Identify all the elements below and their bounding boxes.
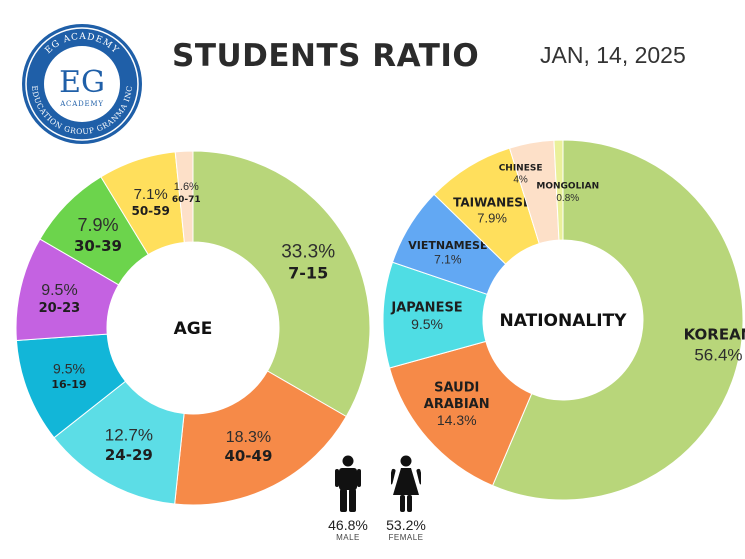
slice-pct-16-19: 9.5%: [53, 361, 85, 377]
slice-label-16-19: 16-19: [51, 378, 86, 391]
slice-label-taiwanese: TAIWANESE: [453, 195, 531, 209]
logo-initials: EG: [59, 65, 105, 100]
slice-pct-mongolian: 0.8%: [556, 193, 579, 204]
male-group: 46.8% MALE: [318, 455, 378, 542]
page-title: STUDENTS RATIO: [172, 38, 480, 74]
slice-label-chinese: CHINESE: [499, 164, 543, 174]
slice-label-saudi-arabian-0: SAUDI: [434, 381, 479, 396]
female-icon: [388, 455, 424, 512]
slice-label-40-49: 40-49: [224, 447, 272, 465]
male-label: MALE: [336, 533, 360, 542]
slice-pct-korean: 56.4%: [694, 345, 742, 364]
slice-label-20-23: 20-23: [39, 301, 81, 316]
slice-pct-saudi-arabian: 14.3%: [437, 412, 477, 428]
gender-ratio: 46.8% MALE 53.2% FEMALE: [318, 455, 438, 559]
slice-label-24-29: 24-29: [105, 446, 153, 464]
slice-pct-50-59: 7.1%: [134, 186, 168, 203]
slice-40-49: [174, 370, 347, 506]
slice-pct-40-49: 18.3%: [226, 429, 271, 446]
slice-label-50-59: 50-59: [131, 204, 169, 218]
report-date: JAN, 14, 2025: [540, 42, 686, 68]
female-label: FEMALE: [388, 533, 424, 542]
slice-label-japanese: JAPANESE: [390, 301, 462, 316]
slice-pct-30-39: 7.9%: [77, 215, 118, 235]
slice-pct-20-23: 9.5%: [41, 282, 77, 299]
age-donut-chart: 33.3%7-1518.3%40-4912.7%24-299.5%16-199.…: [15, 150, 371, 506]
slice-pct-taiwanese: 7.9%: [477, 210, 507, 225]
slice-korean: [491, 139, 744, 501]
age-chart-title: AGE: [174, 319, 213, 339]
slice-60-71: [174, 150, 194, 243]
slice-label-30-39: 30-39: [74, 237, 122, 255]
slice-pct-japanese: 9.5%: [411, 316, 443, 332]
slice-pct-7-15: 33.3%: [281, 241, 335, 262]
slice-pct-chinese: 4%: [513, 175, 528, 186]
logo-sub-text: ACADEMY: [59, 100, 104, 108]
female-percent: 53.2%: [386, 517, 426, 533]
slice-label-7-15: 7-15: [288, 263, 328, 282]
slice-7-15: [192, 150, 371, 418]
slice-label-saudi-arabian-1: ARABIAN: [424, 397, 490, 412]
slice-label-60-71: 60-71: [172, 195, 201, 205]
slice-label-mongolian: MONGOLIAN: [536, 182, 599, 192]
slice-pct-24-29: 12.7%: [105, 425, 153, 444]
male-icon: [335, 455, 361, 512]
slice-label-vietnamese: VIETNAMESE: [408, 239, 487, 252]
female-group: 53.2% FEMALE: [376, 455, 436, 542]
male-percent: 46.8%: [328, 517, 368, 533]
slice-pct-60-71: 1.6%: [174, 181, 199, 193]
slice-saudi-arabian: [388, 340, 533, 487]
slice-label-korean: KOREAN: [684, 326, 745, 344]
slice-pct-vietnamese: 7.1%: [434, 253, 462, 267]
eg-academy-logo: EG ACADEMY EDUCATION GROUP GRANMA INC EG…: [20, 22, 144, 146]
nationality-chart-title: NATIONALITY: [500, 311, 628, 331]
slice-mongolian: [553, 139, 564, 241]
